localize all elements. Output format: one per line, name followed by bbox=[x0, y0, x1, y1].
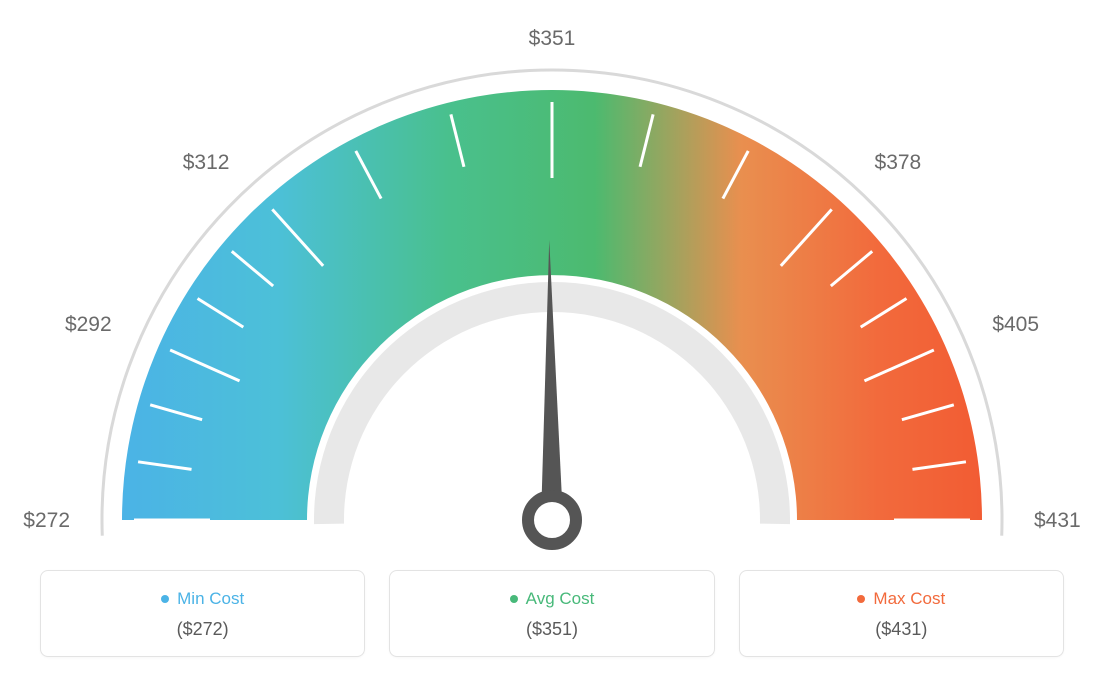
legend-card-min: Min Cost ($272) bbox=[40, 570, 365, 657]
gauge-tick-label: $272 bbox=[23, 509, 70, 532]
legend-dot-max bbox=[857, 595, 865, 603]
gauge-svg: $272 $292 $312 $351 $378 $405 $431 bbox=[0, 0, 1104, 560]
gauge-tick-label: $431 bbox=[1034, 509, 1081, 532]
legend-dot-min bbox=[161, 595, 169, 603]
gauge-tick-label: $351 bbox=[529, 27, 576, 50]
gauge-tick-label: $312 bbox=[183, 151, 230, 174]
legend-value-min: ($272) bbox=[51, 619, 354, 640]
legend-label-min: Min Cost bbox=[177, 589, 244, 609]
gauge-tick-label: $405 bbox=[992, 313, 1039, 336]
gauge-needle-hub bbox=[528, 496, 576, 544]
legend-label-avg: Avg Cost bbox=[526, 589, 595, 609]
legend-card-avg: Avg Cost ($351) bbox=[389, 570, 714, 657]
legend-dot-avg bbox=[510, 595, 518, 603]
legend-card-max: Max Cost ($431) bbox=[739, 570, 1064, 657]
gauge-tick-label: $292 bbox=[65, 313, 112, 336]
legend-value-max: ($431) bbox=[750, 619, 1053, 640]
legend-label-max: Max Cost bbox=[873, 589, 945, 609]
gauge-tick-label: $378 bbox=[875, 151, 922, 174]
cost-gauge: $272 $292 $312 $351 $378 $405 $431 bbox=[0, 0, 1104, 560]
legend-value-avg: ($351) bbox=[400, 619, 703, 640]
legend-row: Min Cost ($272) Avg Cost ($351) Max Cost… bbox=[0, 570, 1104, 657]
